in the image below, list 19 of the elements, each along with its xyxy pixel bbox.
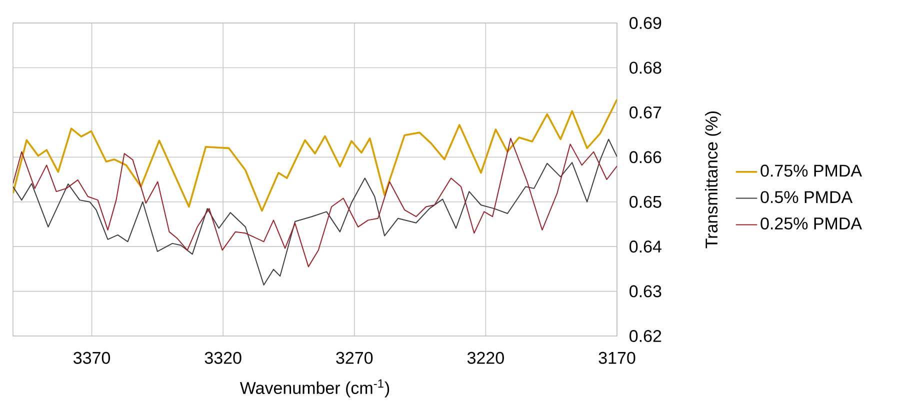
- legend-label: 0.5% PMDA: [760, 191, 853, 204]
- y-tick-label: 0.62: [630, 330, 662, 342]
- x-tick-label: 3370: [74, 352, 110, 364]
- x-tick-label: 3170: [598, 352, 636, 364]
- x-tick-label: 3270: [336, 352, 373, 364]
- line-series: [12, 98, 617, 212]
- y-tick-label: 0.66: [630, 151, 662, 164]
- legend-label: 0.75% PMDA: [760, 164, 862, 177]
- x-tick-label: 3320: [204, 352, 242, 364]
- y-tick-label: 0.65: [630, 196, 662, 208]
- y-tick-label: 0.68: [630, 62, 662, 74]
- y-tick-label: 0.63: [630, 285, 662, 298]
- x-tick-label: 3220: [467, 352, 504, 364]
- y-tick-label: 0.69: [630, 16, 662, 30]
- y-tick-label: 0.64: [630, 240, 662, 253]
- y-axis-title: Transmittance (%): [705, 111, 721, 248]
- x-axis-title: Wavenumber (cm$^{-1}$): [240, 379, 390, 398]
- legend-label: 0.25% PMDA: [760, 217, 862, 230]
- y-tick-label: 0.67: [630, 106, 662, 118]
